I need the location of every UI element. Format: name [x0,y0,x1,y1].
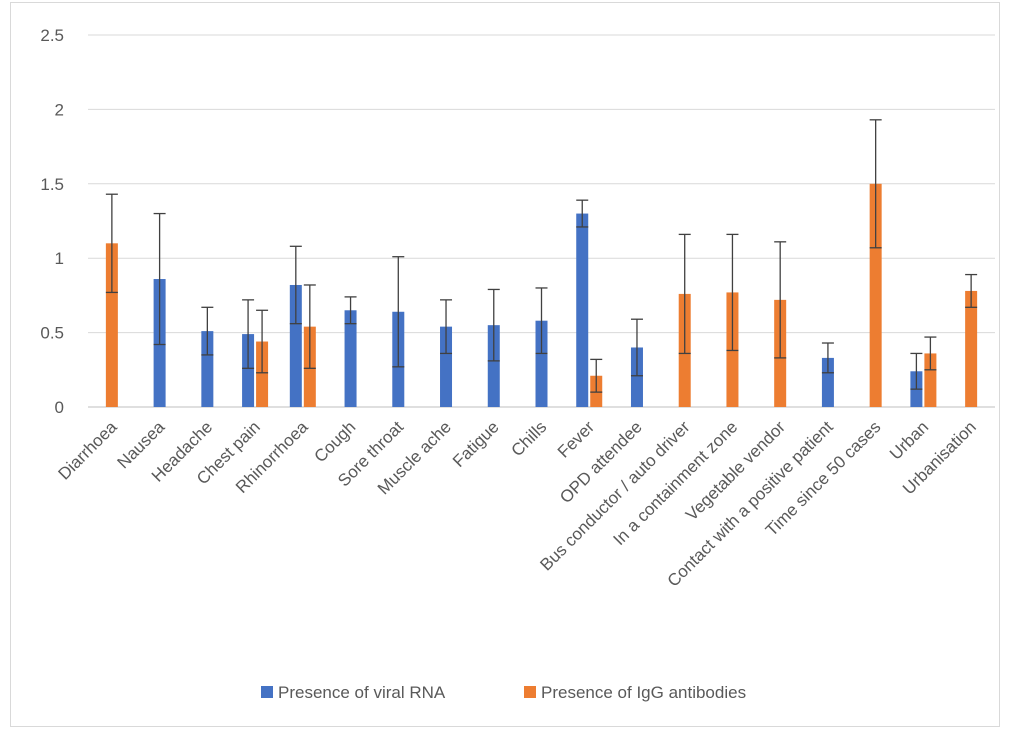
y-tick-label: 2.5 [40,26,64,45]
bar-opd-attendee-viral-rna [630,347,643,407]
error-bar-rhinorrhoea-viral-rna [289,245,302,325]
legend-label-igg-antibodies: Presence of IgG antibodies [541,683,746,702]
bar-chills-viral-rna [535,320,548,407]
bar-urban-igg [924,353,937,407]
error-bar-urban-igg [924,336,937,371]
error-bar-fever-viral-rna [576,199,589,228]
error-bar-fever-igg [590,358,603,393]
error-bar-chills-viral-rna [535,287,548,355]
error-bar-vegetable-vendor-igg [774,241,787,359]
bar-fever-viral-rna [576,213,589,407]
bar-contact-with-a-positive-patient-viral-rna [821,357,834,407]
y-tick-label: 1 [55,249,64,268]
category-label-fever: Fever [554,417,598,461]
error-bar-rhinorrhoea-igg [303,284,316,369]
category-label-fatigue: Fatigue [449,417,503,471]
bar-chest-pain-viral-rna [242,334,255,407]
y-tick-label: 0.5 [40,324,64,343]
error-bar-muscle-ache-viral-rna [440,299,453,355]
error-bar-diarrhoea-igg [105,193,118,294]
bar-cough-viral-rna [344,310,357,407]
error-bar-sore-throat-viral-rna [392,256,405,368]
error-bar-headache-viral-rna [201,306,214,356]
category-label-diarrhoea: Diarrhoea [54,417,121,484]
error-bar-urbanisation-igg [965,273,978,308]
bar-urbanisation-igg [965,290,978,407]
bar-headache-viral-rna [201,331,214,407]
y-tick-label: 0 [55,398,64,417]
error-bar-nausea-viral-rna [153,212,166,346]
error-bar-contact-with-a-positive-patient-viral-rna [821,342,834,374]
error-bar-in-a-containment-zone-igg [726,233,739,352]
legend-swatch-igg-antibodies [524,686,536,698]
gridlines [88,34,995,408]
error-bar-cough-viral-rna [344,296,357,325]
bar-rhinorrhoea-viral-rna [289,284,302,407]
bar-muscle-ache-viral-rna [440,326,453,407]
error-bar-urban-viral-rna [910,352,923,390]
bar-time-since-50-cases-igg [869,183,882,407]
y-axis-tick-labels: 0 0.5 1 1.5 2 2.5 [40,26,64,417]
bar-diarrhoea-igg [105,243,118,407]
error-bar-chest-pain-viral-rna [242,299,255,369]
bar-fatigue-viral-rna [487,325,500,407]
error-bars [105,119,978,393]
y-tick-label: 1.5 [40,175,64,194]
legend: Presence of viral RNA Presence of IgG an… [261,683,746,702]
bar-chest-pain-igg [256,341,269,407]
category-label-chills: Chills [508,417,551,460]
chart-frame [10,2,1000,727]
category-label-opd-attendee: OPD attendee [556,417,646,507]
legend-swatch-viral-rna [261,686,273,698]
error-bar-fatigue-viral-rna [487,288,500,362]
y-tick-label: 2 [55,100,64,119]
error-bar-chest-pain-igg [256,309,269,374]
category-label-urban: Urban [886,417,932,463]
error-bar-time-since-50-cases-igg [869,119,882,249]
error-bar-opd-attendee-viral-rna [630,318,643,377]
error-bar-bus-conductor-auto-driver-igg [678,233,691,355]
legend-label-viral-rna: Presence of viral RNA [278,683,446,702]
